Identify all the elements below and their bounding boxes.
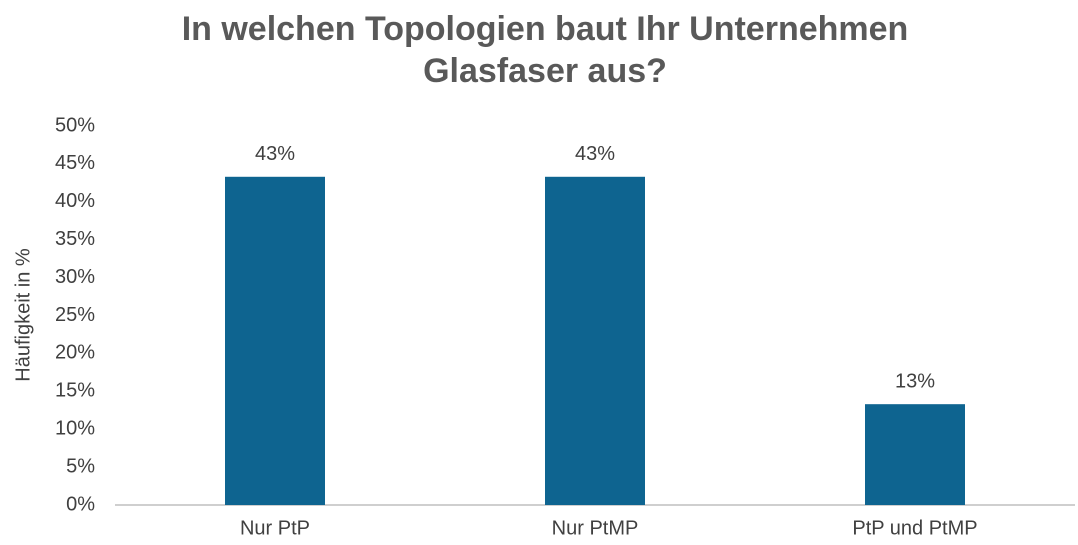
x-tick-label: PtP und PtMP: [852, 517, 977, 539]
y-tick-label: 15%: [55, 380, 95, 402]
bar: [865, 404, 965, 505]
y-tick-label: 50%: [55, 114, 95, 136]
y-tick-label: 40%: [55, 190, 95, 212]
value-label: 43%: [575, 143, 615, 165]
value-label: 43%: [255, 143, 295, 165]
y-axis-label: Häufigkeit in %: [12, 248, 34, 382]
y-tick-label: 45%: [55, 152, 95, 174]
y-tick-label: 0%: [66, 493, 95, 515]
y-tick-label: 5%: [66, 455, 95, 477]
bar: [225, 176, 325, 505]
x-tick-label: Nur PtP: [240, 517, 310, 539]
value-label: 13%: [895, 370, 935, 392]
x-tick-label: Nur PtMP: [552, 517, 639, 539]
y-tick-label: 25%: [55, 304, 95, 326]
y-tick-label: 10%: [55, 417, 95, 439]
y-tick-label: 30%: [55, 266, 95, 288]
y-tick-label: 20%: [55, 342, 95, 364]
chart-title: In welchen Topologien baut Ihr Unternehm…: [181, 10, 909, 90]
bar: [545, 176, 645, 505]
y-tick-label: 35%: [55, 228, 95, 250]
